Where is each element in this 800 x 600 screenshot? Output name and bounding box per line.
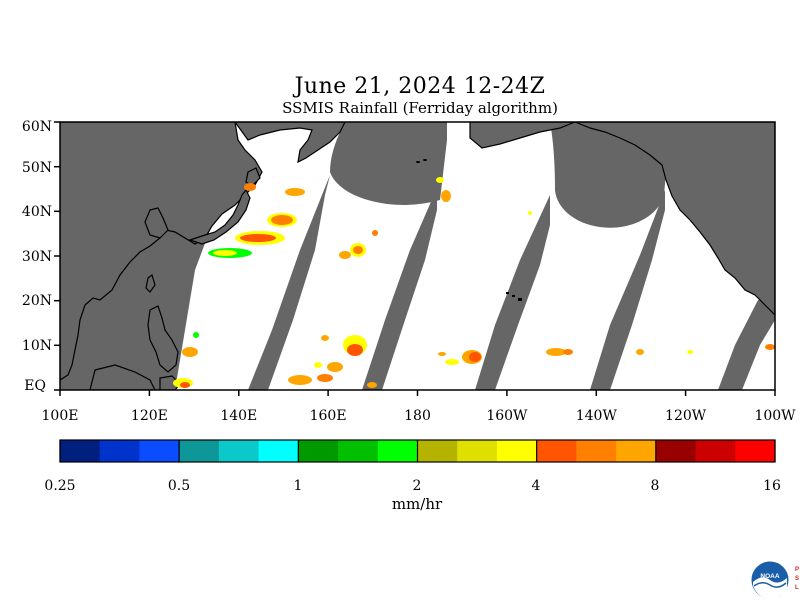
colorbar-segment [457, 440, 498, 462]
lat-axis [54, 121, 60, 391]
lon-label-120w: 120W [665, 408, 707, 424]
colorbar [59, 439, 776, 463]
map-title: June 21, 2024 12-24Z [294, 74, 546, 99]
north-america-landmass [574, 122, 775, 316]
colorbar-segment [338, 440, 379, 462]
lon-label-160e: 160E [310, 408, 347, 424]
colorbar-segment [536, 440, 577, 462]
colorbar-segment [179, 440, 220, 462]
kamchatka-landmass [234, 122, 346, 164]
colorbar-label-5: 8 [650, 478, 660, 494]
colorbar-segment [655, 440, 697, 462]
colorbar-segment [377, 440, 418, 462]
colorbar-label-0: 0.25 [44, 478, 76, 494]
lon-label-120e: 120E [131, 408, 168, 424]
lat-label-40n: 40N [22, 204, 52, 220]
noaa-logo: NOAA P S L [750, 560, 799, 600]
colorbar-label-2: 1 [293, 478, 303, 494]
lat-label-20n: 20N [22, 293, 52, 309]
japan-landmass [188, 188, 251, 245]
colorbar-segment [496, 440, 538, 462]
lat-label-10n: 10N [22, 338, 52, 354]
lon-labels: 100E 120E 140E 160E 180 160W 140W 120W 1… [42, 408, 797, 424]
lat-label-60n: 60N [22, 119, 52, 135]
colorbar-segment [735, 440, 776, 462]
colorbar-segment [218, 440, 260, 462]
lon-label-140e: 140E [220, 408, 257, 424]
land [60, 122, 775, 390]
korea-landmass [144, 207, 169, 239]
hawaii-islands [506, 292, 522, 301]
colorbar-label-4: 4 [531, 478, 541, 494]
lon-label-160w: 160W [486, 408, 528, 424]
lat-label-30n: 30N [22, 249, 52, 265]
noaa-logo-text: NOAA [760, 573, 779, 580]
lat-label-50n: 50N [22, 160, 52, 176]
psl-letter-l: L [795, 585, 799, 591]
colorbar-segment [616, 440, 657, 462]
colorbar-segment [99, 440, 140, 462]
philippines-landmass [147, 305, 179, 373]
lat-label-eq: EQ [24, 378, 46, 394]
rainfall-patches [173, 159, 775, 388]
colorbar-unit: mm/hr [391, 495, 443, 513]
colorbar-segment [576, 440, 617, 462]
colorbar-label-1: 0.5 [167, 478, 191, 494]
lon-label-100e: 100E [42, 408, 79, 424]
colorbar-label-6: 16 [763, 478, 781, 494]
colorbar-segment [417, 440, 458, 462]
colorbar-label-3: 2 [412, 478, 422, 494]
lat-labels: 60N 50N 40N 30N 20N 10N EQ [22, 119, 52, 394]
lon-label-100w: 100W [754, 408, 796, 424]
psl-letter-s: S [795, 576, 799, 582]
map-subtitle: SSMIS Rainfall (Ferriday algorithm) [282, 99, 558, 117]
colorbar-segment [298, 440, 339, 462]
colorbar-segment [695, 440, 736, 462]
colorbar-segment [60, 440, 101, 462]
lon-label-140w: 140W [576, 408, 618, 424]
psl-letter-p: P [795, 567, 799, 573]
colorbar-segment [258, 440, 299, 462]
lon-label-180: 180 [404, 408, 431, 424]
colorbar-segment [139, 440, 180, 462]
taiwan-landmass [145, 274, 156, 293]
lon-axis [59, 390, 776, 396]
